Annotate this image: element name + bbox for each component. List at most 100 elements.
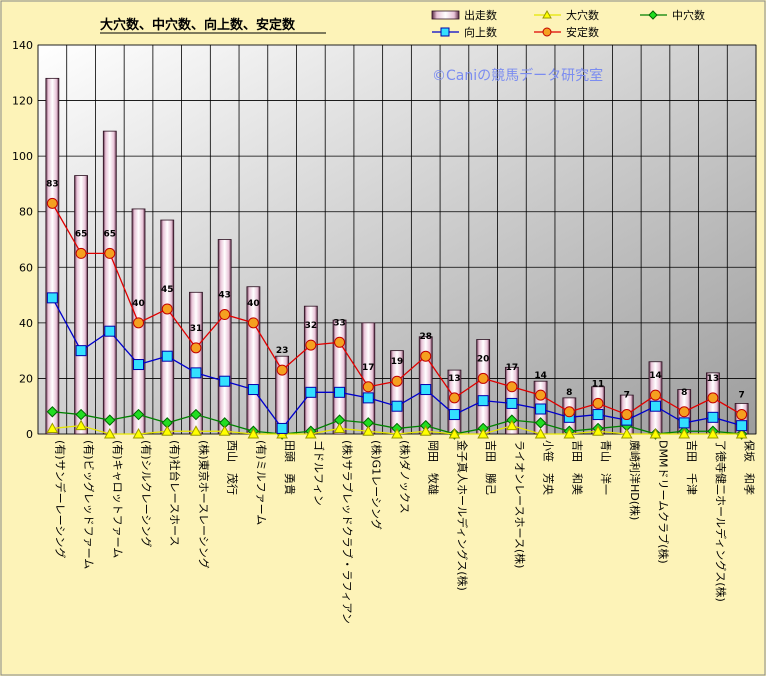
data-label: 33 [333, 318, 346, 328]
point-向上数 [592, 409, 604, 421]
legend-marker-大穴数 [542, 9, 552, 19]
x-category-label: (株)G1レーシング [369, 440, 383, 530]
point-大穴数 [649, 427, 662, 439]
point-向上数 [391, 400, 403, 412]
point-向上数 [678, 417, 690, 429]
point-中穴数 [104, 414, 116, 426]
x-category-label: 保坂 和孝 [743, 440, 757, 495]
data-label: 31 [190, 324, 203, 334]
data-label: 7 [739, 391, 745, 401]
x-category-label: ライオンレースホース(株) [513, 440, 527, 568]
chart-title: 大穴数、中穴数、向上数、安定数 [100, 17, 296, 33]
x-category-label: (有)サンデーレーシング [53, 440, 67, 558]
point-大穴数 [75, 419, 87, 431]
y-tick-label: 80 [19, 206, 33, 219]
point-大穴数 [592, 425, 604, 436]
x-category-label: 吉田 勝己 [484, 440, 498, 495]
point-安定数 [305, 339, 317, 351]
x-category-label: (有)シルクレーシング [140, 440, 154, 547]
point-中穴数 [190, 408, 202, 421]
data-label: 13 [707, 374, 720, 384]
point-大穴数 [477, 427, 490, 439]
point-向上数 [161, 350, 173, 362]
point-安定数 [190, 342, 202, 354]
point-安定数 [247, 317, 259, 329]
x-category-label: (有)ミルファーム [254, 440, 268, 525]
y-tick-label: 60 [19, 261, 33, 274]
point-安定数 [362, 381, 374, 393]
y-tick-label: 140 [12, 39, 33, 52]
bar-出走数 [74, 175, 88, 435]
point-大穴数 [707, 427, 719, 439]
point-大穴数 [103, 427, 116, 439]
point-向上数 [477, 395, 489, 407]
point-向上数 [133, 359, 145, 371]
point-安定数 [592, 397, 604, 409]
data-label: 28 [419, 332, 432, 342]
data-label: 65 [75, 229, 88, 239]
x-category-label: (株)東京ホースレーシング [197, 440, 211, 569]
y-tick-label: 120 [12, 95, 33, 108]
x-category-label: ゴドルフィン [312, 440, 326, 506]
point-安定数 [75, 247, 87, 259]
data-label: 40 [132, 299, 145, 309]
point-大穴数 [247, 427, 260, 439]
bar-出走数 [45, 77, 60, 435]
x-category-label: (有)ビッグレッドファーム [82, 440, 96, 569]
point-向上数 [334, 386, 346, 398]
data-label: 65 [104, 229, 117, 239]
point-向上数 [362, 392, 374, 404]
x-category-label: 吉田 和美 [570, 440, 583, 495]
point-安定数 [161, 303, 173, 315]
point-安定数 [448, 392, 460, 404]
point-向上数 [75, 345, 87, 357]
legend-marker-安定数 [542, 27, 552, 37]
x-category-label: 田頭 勇貴 [283, 440, 297, 495]
y-tick-label: 40 [19, 317, 33, 330]
data-labels: 83 65 65 40 45 31 43 40 23 32 33 17 19 28 13 20 17 14 8 11 7… [46, 179, 745, 400]
point-向上数 [707, 411, 719, 423]
data-label: 19 [391, 357, 404, 367]
point-安定数 [649, 389, 661, 401]
x-category-label: (有)社台レースホース [168, 440, 182, 546]
point-大穴数 [218, 425, 231, 436]
data-label: 14 [534, 371, 547, 381]
x-category-label: (有)キャロットファーム [111, 440, 125, 558]
point-向上数 [276, 422, 288, 434]
point-大穴数 [132, 427, 145, 439]
point-安定数 [276, 364, 288, 376]
bar-出走数 [217, 239, 232, 435]
watermark: ©Caniの競馬データ研究室 [432, 67, 603, 84]
x-category-label: 岡田 牧雄 [427, 440, 441, 495]
legend-label: 大穴数 [566, 8, 599, 22]
data-label: 83 [46, 179, 59, 189]
data-label: 13 [448, 374, 461, 384]
point-向上数 [448, 409, 460, 421]
point-大穴数 [735, 427, 748, 439]
point-大穴数 [563, 427, 576, 439]
point-安定数 [736, 409, 748, 421]
point-中穴数 [75, 408, 87, 421]
point-大穴数 [46, 422, 59, 433]
point-向上数 [219, 375, 231, 387]
point-向上数 [506, 397, 518, 409]
point-向上数 [190, 367, 202, 379]
legend-label: 向上数 [464, 25, 497, 39]
data-label: 8 [566, 388, 572, 398]
point-安定数 [334, 336, 346, 348]
x-category-label: (株)サラブレッドクラブ・ラフィアン [341, 440, 355, 624]
x-category-label: DMMドリームクラブ(株) [656, 440, 670, 564]
point-安定数 [707, 392, 719, 404]
point-中穴数 [46, 406, 59, 418]
data-label: 43 [218, 291, 231, 301]
y-axis-ticks: 0 20 40 60 80 100 120 140 [12, 39, 33, 441]
point-安定数 [133, 317, 145, 329]
point-安定数 [678, 406, 690, 418]
data-label: 17 [362, 363, 375, 373]
data-label: 14 [649, 371, 662, 381]
point-大穴数 [304, 427, 317, 439]
legend-marker-中穴数 [648, 10, 658, 20]
